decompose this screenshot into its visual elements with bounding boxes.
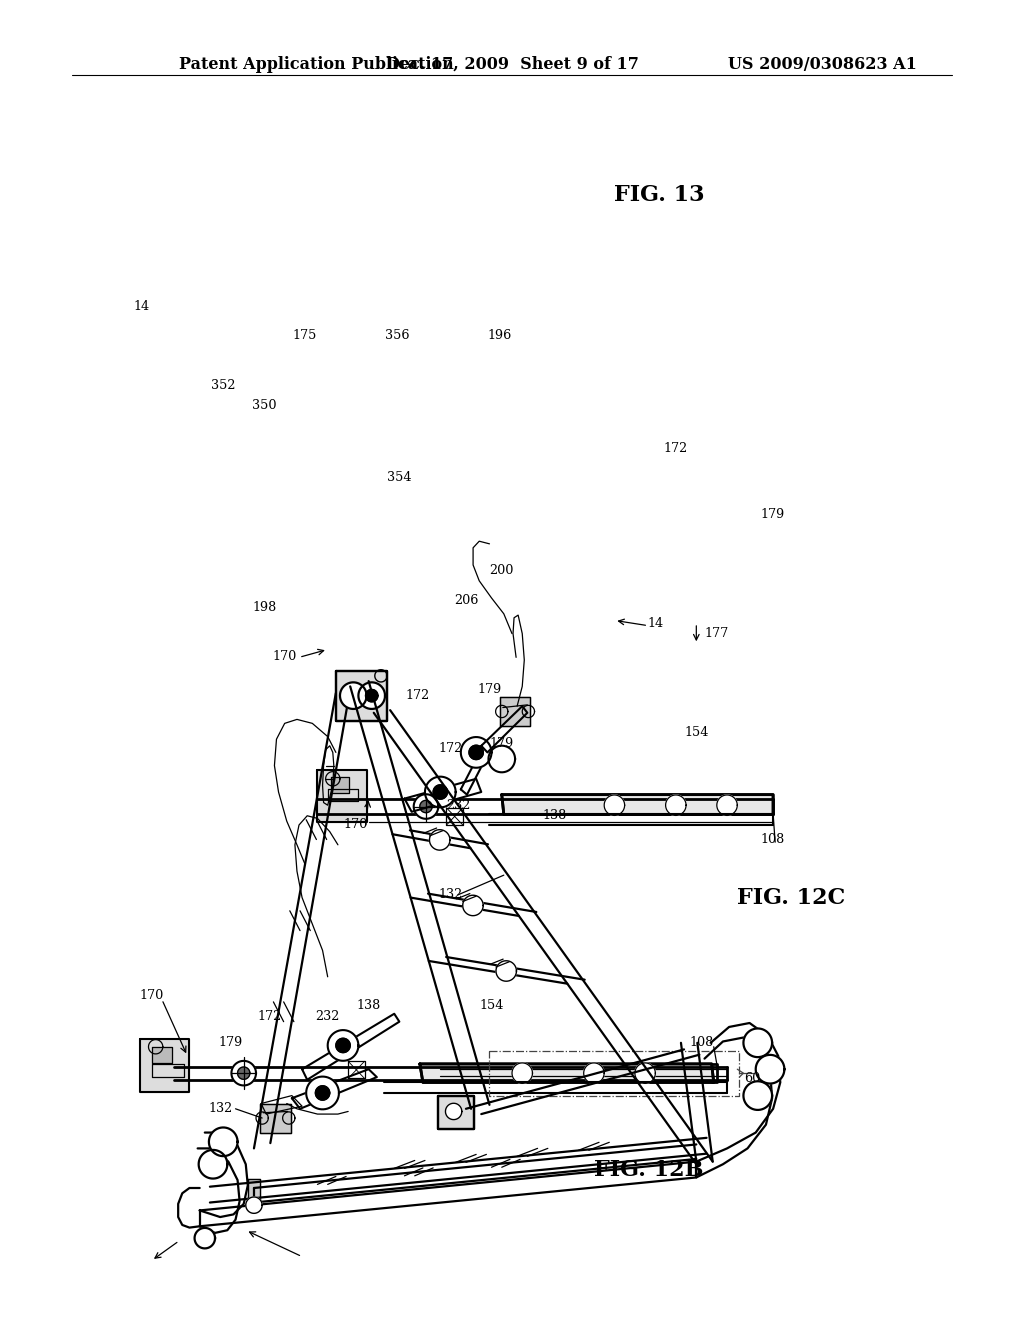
Polygon shape <box>238 1067 250 1080</box>
Polygon shape <box>231 1061 256 1085</box>
Text: 200: 200 <box>489 564 514 577</box>
Polygon shape <box>195 1228 215 1249</box>
Polygon shape <box>152 1047 172 1063</box>
Polygon shape <box>315 1086 330 1100</box>
Text: 170: 170 <box>272 649 297 663</box>
Polygon shape <box>743 1028 772 1057</box>
Polygon shape <box>140 1039 189 1092</box>
Polygon shape <box>743 1081 772 1110</box>
Text: 196: 196 <box>487 329 512 342</box>
Text: 60: 60 <box>744 1072 761 1085</box>
Text: 14: 14 <box>647 616 664 630</box>
Text: 175: 175 <box>293 329 317 342</box>
Polygon shape <box>328 1030 358 1061</box>
Polygon shape <box>463 895 483 916</box>
Text: 172: 172 <box>406 689 430 702</box>
Polygon shape <box>414 795 438 818</box>
Polygon shape <box>340 682 367 709</box>
Polygon shape <box>366 689 378 702</box>
Text: 132: 132 <box>208 1102 232 1115</box>
Polygon shape <box>429 830 450 850</box>
Polygon shape <box>425 776 456 808</box>
Text: 154: 154 <box>479 999 504 1012</box>
Polygon shape <box>358 682 385 709</box>
Text: 138: 138 <box>543 809 567 822</box>
Text: Patent Application Publication: Patent Application Publication <box>179 55 454 73</box>
Text: US 2009/0308623 A1: US 2009/0308623 A1 <box>728 55 916 73</box>
Polygon shape <box>604 795 625 816</box>
Text: 179: 179 <box>489 737 514 750</box>
Text: 352: 352 <box>211 379 236 392</box>
Text: FIG. 13: FIG. 13 <box>614 185 705 206</box>
Text: 179: 179 <box>761 508 785 521</box>
Text: 108: 108 <box>689 1036 714 1049</box>
Text: 14: 14 <box>133 300 150 313</box>
Polygon shape <box>445 1104 462 1119</box>
Text: 356: 356 <box>385 329 410 342</box>
Polygon shape <box>199 1150 227 1179</box>
Text: 154: 154 <box>684 726 709 739</box>
Polygon shape <box>317 770 367 822</box>
Polygon shape <box>717 795 737 816</box>
Text: 198: 198 <box>252 601 276 614</box>
Polygon shape <box>635 1063 655 1084</box>
Polygon shape <box>502 795 773 814</box>
Text: 206: 206 <box>454 594 478 607</box>
Polygon shape <box>438 1096 474 1129</box>
Text: 177: 177 <box>705 627 729 640</box>
Text: 350: 350 <box>252 399 276 412</box>
Text: 232: 232 <box>446 799 471 812</box>
Polygon shape <box>420 1064 714 1082</box>
Polygon shape <box>420 800 432 813</box>
Text: 179: 179 <box>218 1036 243 1049</box>
Polygon shape <box>666 795 686 816</box>
Text: 132: 132 <box>438 888 463 902</box>
Polygon shape <box>336 671 387 721</box>
Text: 232: 232 <box>315 1010 340 1023</box>
Polygon shape <box>512 1063 532 1084</box>
Text: 179: 179 <box>477 682 502 696</box>
Polygon shape <box>488 746 515 772</box>
Polygon shape <box>331 777 349 793</box>
Polygon shape <box>260 1104 291 1133</box>
Text: 108: 108 <box>761 833 785 846</box>
Polygon shape <box>469 746 483 759</box>
Polygon shape <box>756 1055 784 1084</box>
Text: FIG. 12C: FIG. 12C <box>737 887 846 908</box>
Text: 170: 170 <box>343 818 368 832</box>
Text: 172: 172 <box>438 742 463 755</box>
Text: FIG. 12B: FIG. 12B <box>594 1159 703 1180</box>
Polygon shape <box>209 1127 238 1156</box>
Polygon shape <box>246 1197 262 1213</box>
Text: Dec. 17, 2009  Sheet 9 of 17: Dec. 17, 2009 Sheet 9 of 17 <box>386 55 638 73</box>
Polygon shape <box>500 697 530 726</box>
Polygon shape <box>306 1077 339 1109</box>
Polygon shape <box>336 1039 350 1052</box>
Text: 170: 170 <box>139 989 164 1002</box>
Polygon shape <box>461 737 492 768</box>
Text: 172: 172 <box>257 1010 282 1023</box>
Text: 172: 172 <box>664 442 688 455</box>
Text: 138: 138 <box>356 999 381 1012</box>
Text: 354: 354 <box>387 471 412 484</box>
Polygon shape <box>248 1179 260 1205</box>
Polygon shape <box>433 785 447 799</box>
Polygon shape <box>584 1063 604 1084</box>
Polygon shape <box>496 961 516 981</box>
